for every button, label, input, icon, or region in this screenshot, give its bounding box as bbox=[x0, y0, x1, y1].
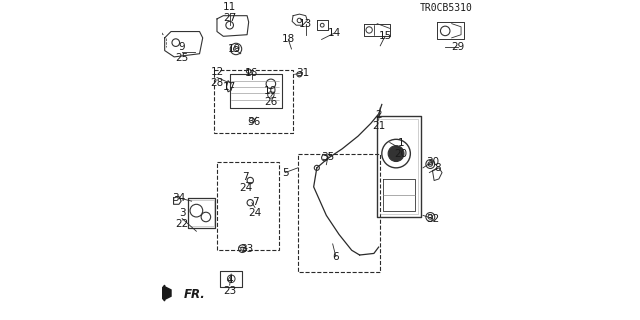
Text: 7
24: 7 24 bbox=[239, 172, 252, 193]
Text: 19: 19 bbox=[228, 44, 241, 54]
Text: 31: 31 bbox=[296, 68, 309, 78]
Text: 17: 17 bbox=[223, 82, 236, 92]
Text: 35: 35 bbox=[321, 152, 335, 162]
Text: 16: 16 bbox=[245, 68, 259, 78]
Text: 4
23: 4 23 bbox=[223, 275, 236, 296]
Text: 29: 29 bbox=[451, 42, 465, 52]
Text: 14: 14 bbox=[328, 28, 341, 38]
Polygon shape bbox=[164, 287, 171, 300]
Text: 6: 6 bbox=[333, 252, 339, 262]
Text: 15: 15 bbox=[378, 31, 392, 41]
Text: 30: 30 bbox=[426, 156, 439, 166]
Text: 2
21: 2 21 bbox=[372, 110, 385, 131]
Text: 18: 18 bbox=[282, 35, 295, 44]
Bar bbox=[214, 69, 293, 133]
Text: 8: 8 bbox=[434, 163, 440, 173]
Bar bbox=[298, 154, 380, 272]
Text: 34: 34 bbox=[172, 193, 186, 203]
Text: 3
22: 3 22 bbox=[175, 208, 189, 229]
Text: 12
28: 12 28 bbox=[211, 67, 223, 88]
Text: 33: 33 bbox=[241, 244, 253, 254]
Text: 36: 36 bbox=[247, 117, 260, 127]
Text: 32: 32 bbox=[426, 213, 439, 224]
Circle shape bbox=[388, 146, 404, 162]
Text: 7
24: 7 24 bbox=[248, 197, 262, 218]
Text: 9
25: 9 25 bbox=[175, 42, 189, 62]
Polygon shape bbox=[158, 285, 164, 301]
Text: 10
26: 10 26 bbox=[264, 86, 278, 107]
Text: TR0CB5310: TR0CB5310 bbox=[419, 3, 472, 12]
Text: 1
20: 1 20 bbox=[394, 139, 408, 159]
Bar bbox=[217, 162, 279, 250]
Text: 11
27: 11 27 bbox=[223, 2, 236, 23]
Text: 13: 13 bbox=[299, 19, 312, 28]
Text: 5: 5 bbox=[282, 168, 289, 178]
Text: FR.: FR. bbox=[184, 287, 205, 300]
